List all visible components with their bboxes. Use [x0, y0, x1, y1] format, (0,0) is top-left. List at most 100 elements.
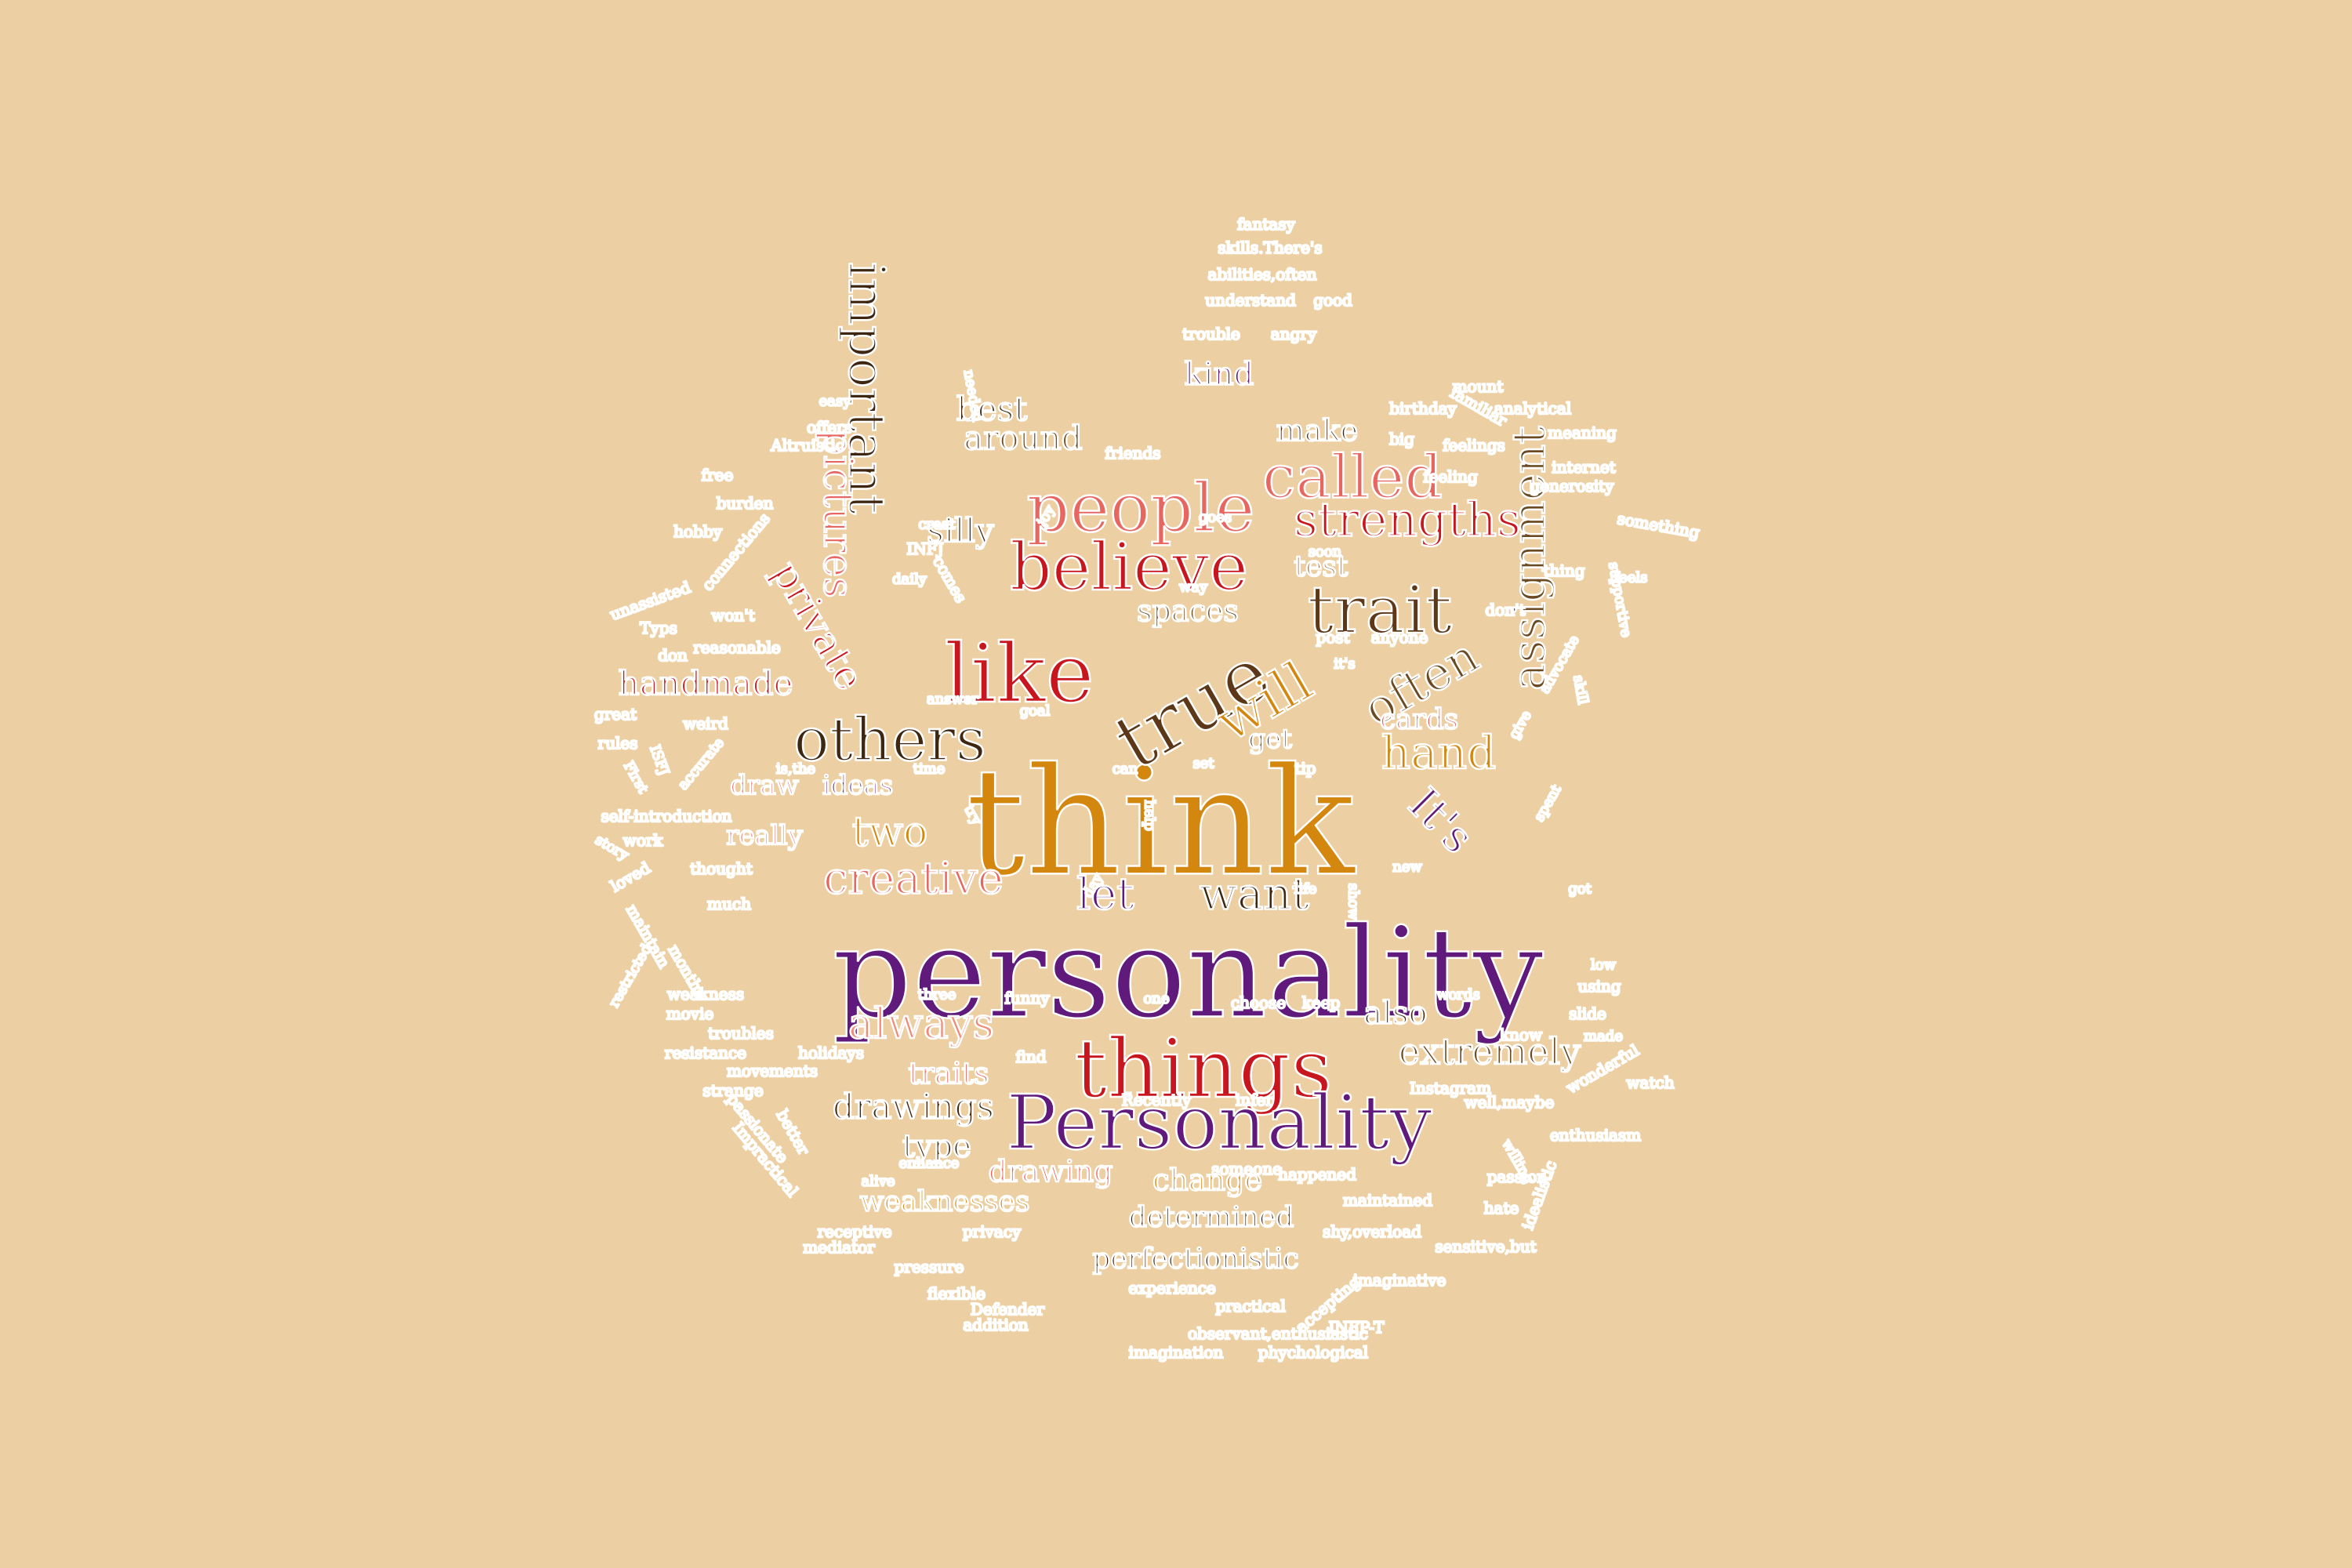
word-show: show: [1345, 883, 1361, 920]
word-new: new: [1392, 859, 1422, 876]
word-maintained: maintained: [1343, 1191, 1432, 1210]
word-goal: goal: [1020, 703, 1051, 720]
word-comes: comes: [929, 553, 971, 606]
word-won-t: won't: [711, 606, 755, 625]
word-trait: trait: [1308, 572, 1453, 648]
word-soon: soon: [1308, 544, 1342, 561]
word-self-introduction: self-introduction: [601, 807, 731, 826]
word-big: big: [1389, 430, 1414, 448]
word-weird: weird: [683, 714, 728, 733]
word-personality: Personality: [1006, 1079, 1432, 1167]
word-best: best: [956, 390, 1027, 428]
word-make: make: [1276, 413, 1358, 448]
word-free: free: [702, 466, 734, 485]
word-meaning: meaning: [1548, 423, 1617, 442]
word-well-maybe: well,maybe: [1465, 1093, 1555, 1112]
word-troubles: troubles: [708, 1024, 774, 1043]
word-three: three: [918, 987, 956, 1004]
word-experience: experience: [1128, 1279, 1215, 1298]
word-feelings: feelings: [1443, 436, 1505, 455]
word-happened: happened: [1278, 1165, 1356, 1184]
word-internet: internet: [1552, 458, 1615, 477]
word-find: find: [1015, 1047, 1046, 1066]
word-restricted: restricted: [606, 942, 655, 1011]
word-infer: infer: [1236, 1091, 1274, 1109]
word-choose: choose: [1231, 993, 1286, 1012]
word-others: others: [793, 705, 986, 775]
word-altruistic: Altruistic: [770, 436, 844, 455]
word-angry: angry: [1271, 325, 1317, 343]
word-fantasy: fantasy: [1237, 215, 1295, 234]
word-personality: personality: [832, 900, 1544, 1047]
word-recently: Recently: [1122, 1091, 1192, 1109]
word-also: also: [1363, 995, 1427, 1031]
word-determined: determined: [1129, 1201, 1294, 1233]
word-low: low: [1591, 957, 1617, 974]
word-trouble: trouble: [1182, 325, 1240, 343]
word-anyone: anyone: [1371, 628, 1428, 647]
word-believe: believe: [1010, 528, 1248, 605]
word-cards: cards: [1380, 703, 1458, 735]
word-think: think: [966, 735, 1357, 909]
word-it-s: It's: [1398, 779, 1483, 864]
word-accurate: accurate: [675, 735, 728, 793]
word-get: get: [1248, 724, 1292, 755]
word-feels: feels: [1614, 570, 1648, 586]
word-enthusiasm: enthusiasm: [1550, 1126, 1641, 1145]
word-slide: slide: [1569, 1004, 1606, 1023]
word-privacy: privacy: [963, 1222, 1022, 1241]
word-don-t: don't: [1485, 601, 1525, 619]
word-type: type: [902, 1128, 971, 1164]
word-strange: strange: [702, 1081, 763, 1100]
word-traits: traits: [908, 1056, 989, 1091]
word-observant-enthusiastic: observant,enthusiastic: [1188, 1324, 1368, 1343]
word-isfj: ISFJ: [646, 743, 672, 778]
word-kind: kind: [1185, 356, 1254, 392]
word-infj: INFJ: [906, 539, 943, 558]
word-tip: tip: [1294, 759, 1316, 778]
word-made: made: [1584, 1029, 1623, 1045]
word-help: help: [1141, 800, 1157, 831]
word-got: got: [1568, 881, 1592, 898]
word-called: called: [1262, 442, 1443, 512]
word-post: post: [1316, 628, 1349, 647]
word-imaginative: imaginative: [1353, 1271, 1446, 1290]
word-always: always: [848, 999, 994, 1048]
word-defender: Defender: [971, 1300, 1045, 1319]
word-drawings: drawings: [833, 1087, 994, 1127]
word-can: can: [1112, 761, 1138, 778]
word-one: one: [1143, 991, 1169, 1007]
word-offers: offers: [807, 418, 852, 437]
word-friends: friends: [1105, 444, 1160, 463]
word-time: time: [913, 761, 946, 778]
word-work: work: [623, 831, 664, 850]
word-handmade: handmade: [619, 664, 793, 702]
word-thought: thought: [690, 859, 753, 878]
word-good: good: [1313, 291, 1352, 310]
word-things: things: [1075, 1021, 1333, 1116]
word-spaces: spaces: [1137, 593, 1239, 628]
word-ideas: ideas: [822, 770, 893, 801]
word-sensitive-but: sensitive,but: [1435, 1237, 1536, 1256]
word-skills-there-s: skills.There's: [1218, 238, 1322, 257]
word-holidays: holidays: [798, 1044, 864, 1062]
word-phychological: phychological: [1258, 1343, 1368, 1362]
word-typs: Typs: [640, 619, 677, 637]
word-much: much: [707, 895, 751, 913]
word-passion: passion: [1487, 1167, 1548, 1186]
word-something: something: [1616, 509, 1701, 542]
word-drawing: drawing: [989, 1154, 1113, 1189]
word-feeling: feeling: [1423, 467, 1478, 486]
word-generosity: generosity: [1530, 477, 1615, 495]
word-mediator: mediator: [803, 1238, 875, 1257]
word-practical: practical: [1215, 1297, 1285, 1316]
word-funny: funny: [1004, 989, 1050, 1007]
word-hate: hate: [1484, 1199, 1519, 1218]
word-weaknesses: weaknesses: [860, 1185, 1030, 1218]
word-flexible: flexible: [927, 1284, 985, 1303]
word-spent: spent: [1531, 782, 1566, 825]
word-let: let: [1076, 869, 1134, 920]
word-enhance: enhance: [899, 1156, 960, 1172]
word-creative: creative: [823, 854, 1004, 905]
